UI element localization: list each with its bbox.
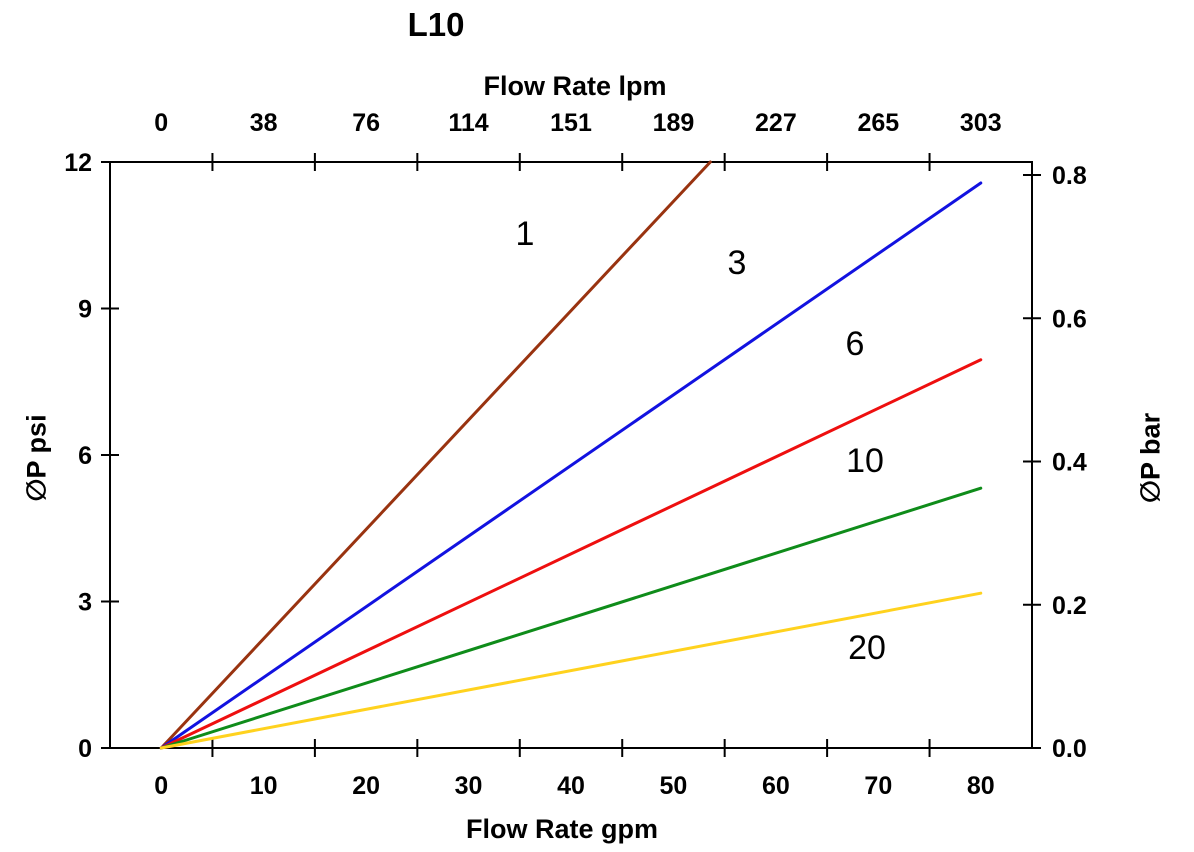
y-axis-left-tick-label: 0 <box>78 735 92 763</box>
series-line-10 <box>159 486 983 750</box>
y-axis-right-tick-label: 0.8 <box>1052 162 1087 190</box>
x-axis-bottom-tick-label: 0 <box>154 772 168 800</box>
x-axis-title-bottom: Flow Rate gpm <box>465 814 659 844</box>
chart-title: L10 <box>407 6 465 43</box>
x-axis-top-tick-label: 265 <box>857 109 899 137</box>
x-axis-bottom-tick-label: 40 <box>557 772 585 800</box>
y-axis-right-tick-label: 0.0 <box>1052 735 1087 763</box>
series-label-6: 6 <box>846 325 865 363</box>
y-axis-left-tick-label: 12 <box>64 149 92 177</box>
x-axis-bottom-tick-label: 10 <box>250 772 278 800</box>
series-line-20 <box>159 591 983 750</box>
y-axis-left-tick-label: 9 <box>78 296 92 324</box>
series-label-20: 20 <box>848 629 886 667</box>
y-axis-right-tick-label: 0.4 <box>1052 449 1087 477</box>
x-axis-top-tick-label: 303 <box>960 109 1002 137</box>
x-axis-top-tick-label: 0 <box>154 109 168 137</box>
x-axis-bottom-tick-label: 80 <box>967 772 995 800</box>
x-axis-bottom-tick-label: 30 <box>455 772 483 800</box>
series-label-10: 10 <box>846 442 884 480</box>
x-axis-top-tick-label: 76 <box>352 109 380 137</box>
x-axis-top-tick-label: 189 <box>653 109 695 137</box>
x-axis-bottom-tick-label: 60 <box>762 772 790 800</box>
x-axis-top-tick-label: 151 <box>550 109 592 137</box>
series-label-3: 3 <box>728 244 747 282</box>
y-axis-left-tick-label: 6 <box>78 442 92 470</box>
x-axis-bottom-tick-label: 20 <box>352 772 380 800</box>
x-axis-bottom-tick-label: 70 <box>864 772 892 800</box>
series-line-3 <box>159 181 983 750</box>
plot-frame <box>109 161 1033 749</box>
x-axis-top-tick-label: 114 <box>448 109 488 137</box>
y-axis-right-tick-label: 0.6 <box>1052 305 1087 333</box>
series-label-1: 1 <box>516 215 535 253</box>
x-axis-title-top: Flow Rate lpm <box>483 71 667 101</box>
y-axis-left-tick-label: 3 <box>78 589 92 617</box>
x-axis-top-tick-label: 38 <box>250 109 278 137</box>
y-axis-right-tick-label: 0.2 <box>1052 592 1087 620</box>
x-axis-top-tick-label: 227 <box>755 109 797 137</box>
y-axis-title-left: ∅P psi <box>21 414 52 502</box>
x-axis-bottom-tick-label: 50 <box>660 772 688 800</box>
series-line-6 <box>159 358 983 750</box>
series-line-1 <box>159 160 712 750</box>
y-axis-title-right: ∅P bar <box>1135 412 1166 504</box>
